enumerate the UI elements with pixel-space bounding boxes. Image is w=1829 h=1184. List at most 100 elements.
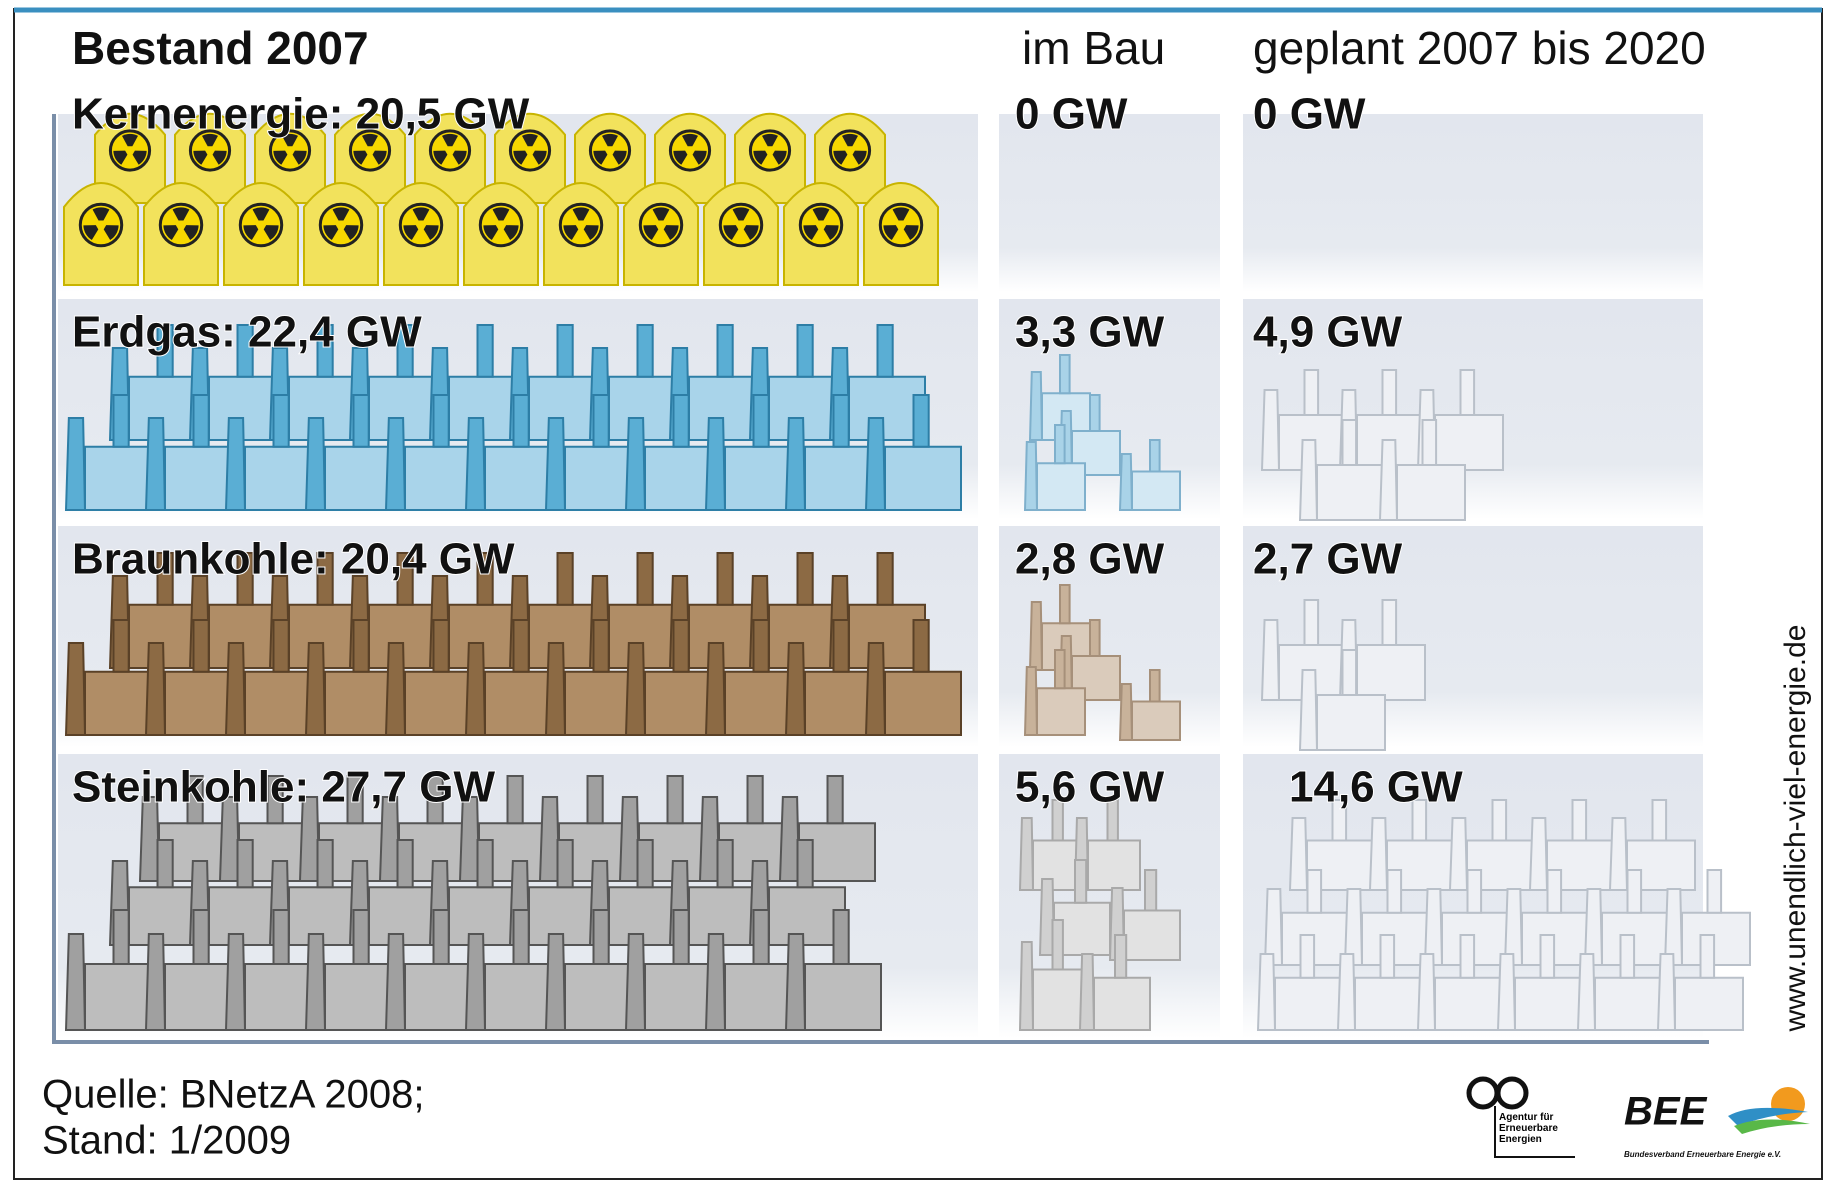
icon-trefoil: [883, 225, 899, 241]
icon-chimney: [1051, 919, 1064, 971]
icon: [268, 839, 366, 946]
icon: [783, 182, 859, 286]
bee-sub: Bundesverband Erneuerbare Energie e.V.: [1624, 1150, 1781, 1159]
icon-chimney: [1626, 869, 1643, 914]
icon-chimney: [1539, 934, 1556, 979]
icon-chimney: [266, 775, 284, 825]
icon: [223, 182, 299, 286]
icon-chimney: [464, 642, 487, 736]
icon-chimney: [1089, 619, 1101, 657]
icon-chimney: [586, 775, 604, 825]
icon-trefoil: [823, 225, 839, 241]
icon-chimney: [1583, 888, 1604, 966]
icon-chimney: [1303, 599, 1320, 646]
icon-chimney: [832, 909, 850, 965]
geplant-label: 14,6 GW: [1289, 763, 1463, 812]
icon: [624, 909, 722, 1031]
icon-chimney: [1118, 683, 1134, 741]
icon: [383, 182, 459, 286]
icon-chimney: [1336, 953, 1357, 1031]
icon-chimney: [716, 324, 734, 378]
icon: [544, 394, 642, 511]
icon-chimney: [1054, 424, 1066, 465]
icon: [623, 182, 699, 286]
icon-chimney: [1368, 817, 1389, 891]
icon-trefoil: [572, 207, 590, 221]
icon: [1263, 869, 1351, 966]
icon-chimney: [672, 909, 690, 965]
icon-chimney: [1341, 649, 1358, 696]
icon-chimney: [236, 552, 254, 606]
icon: [1378, 419, 1466, 521]
icon-chimney: [1263, 888, 1284, 966]
icon-chimney: [832, 394, 850, 448]
icon-chimney: [752, 909, 770, 965]
icon-chimney: [1149, 439, 1161, 473]
icon-building: [1356, 644, 1426, 701]
icon-chimney: [672, 394, 690, 448]
icon-building: [1316, 464, 1386, 521]
bee-text: BEE: [1624, 1090, 1708, 1134]
icon-chimney: [912, 619, 930, 673]
icon-trefoil: [682, 133, 698, 147]
icon-trefoil: [532, 150, 547, 165]
icon: [864, 619, 962, 736]
icon-building: [1681, 911, 1751, 966]
icon-trefoil: [522, 133, 538, 147]
icon: [1118, 669, 1181, 741]
icon-trefoil: [113, 150, 128, 165]
panel: [999, 114, 1220, 292]
icon-chimney: [1028, 371, 1044, 441]
row-label: Kernenergie: 20,5 GW: [72, 90, 530, 139]
icon-chimney: [1306, 869, 1323, 914]
icon: [458, 775, 556, 882]
icon-trefoil: [183, 225, 199, 241]
icon-chimney: [1386, 869, 1403, 914]
bau-label: 3,3 GW: [1015, 308, 1165, 357]
icon-chimney: [1459, 369, 1476, 416]
icon-chimney: [396, 552, 414, 606]
icon-trefoil: [513, 150, 528, 165]
icon-chimney: [304, 642, 327, 736]
icon-chimney: [636, 839, 654, 889]
column-header: geplant 2007 bis 2020: [1253, 22, 1706, 74]
icon-chimney: [752, 394, 770, 448]
icon-chimney: [432, 619, 450, 673]
icon-chimney: [476, 552, 494, 606]
icon-chimney: [1496, 953, 1517, 1031]
icon-building: [1514, 976, 1584, 1031]
icon-chimney: [384, 642, 407, 736]
icon-chimney: [704, 417, 727, 511]
icon: [63, 182, 139, 286]
icon-trefoil: [252, 207, 270, 221]
icon-chimney: [432, 394, 450, 448]
icon: [144, 394, 242, 511]
icon-chimney: [192, 909, 210, 965]
icon: [143, 182, 219, 286]
icon: [703, 182, 779, 286]
icon: [864, 394, 962, 511]
icon-trefoil: [332, 207, 350, 221]
icon-chimney: [64, 933, 87, 1031]
icon-chimney: [1028, 601, 1044, 671]
icon: [704, 909, 802, 1031]
geplant-label: 4,9 GW: [1253, 308, 1403, 357]
icon-chimney: [346, 775, 364, 825]
icon-chimney: [156, 324, 174, 378]
icon-chimney: [592, 909, 610, 965]
icon-trefoil: [172, 207, 190, 221]
icon: [138, 775, 236, 882]
icon-building: [1316, 694, 1386, 751]
icon-chimney: [512, 619, 530, 673]
icon-trefoil: [743, 225, 759, 241]
row-label: Erdgas: 22,4 GW: [72, 308, 422, 357]
icon: [144, 619, 242, 736]
icon: [1423, 869, 1511, 966]
icon-building: [1594, 976, 1664, 1031]
geplant-label: 0 GW: [1253, 90, 1366, 139]
icon-trefoil: [483, 225, 499, 241]
icon-building: [1093, 976, 1151, 1031]
icon-chimney: [384, 933, 407, 1031]
row-label: Steinkohle: 27,7 GW: [72, 763, 495, 812]
icon-trefoil: [263, 225, 279, 241]
